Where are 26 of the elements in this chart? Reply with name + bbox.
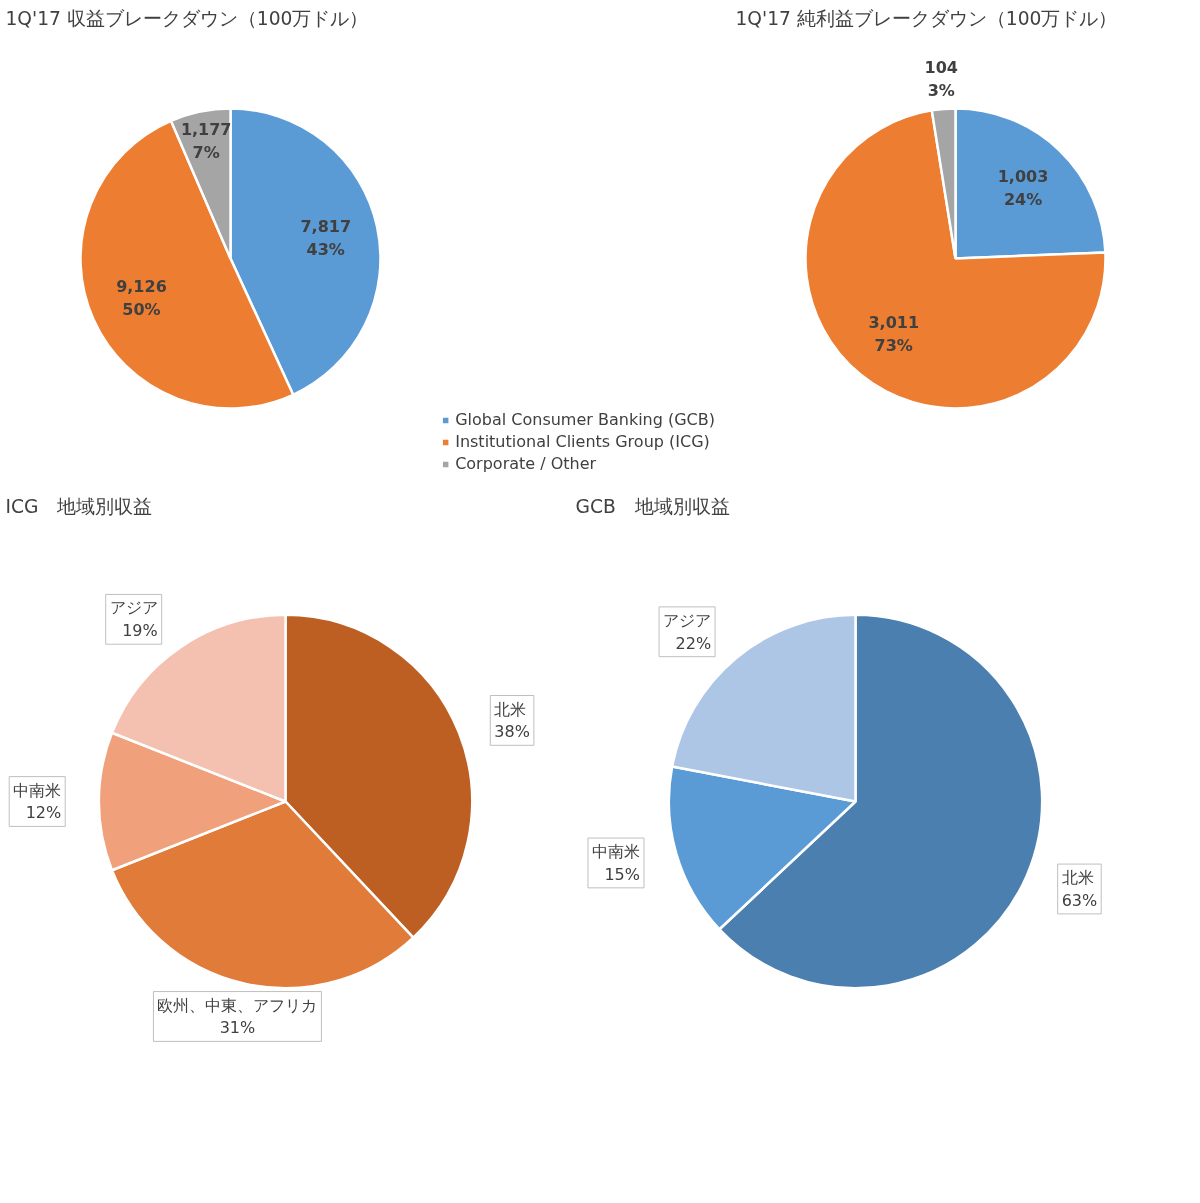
data-label: 31% xyxy=(219,1018,256,1038)
legend-label: Corporate / Other xyxy=(455,454,597,473)
legend-label: Global Consumer Banking (GCB) xyxy=(455,410,715,429)
slice-label: アジア xyxy=(109,598,158,618)
data-label: 12% xyxy=(25,803,62,823)
data-label: 104 3% xyxy=(924,58,958,100)
legend-label: Institutional Clients Group (ICG) xyxy=(455,432,710,451)
slice-label: 北米 xyxy=(1061,868,1094,888)
slice-label: アジア xyxy=(663,610,712,630)
slice-label: 北米 xyxy=(494,699,527,719)
slice-label: 欧州、中東、アフリカ xyxy=(157,995,318,1015)
data-label: 1,003 24% xyxy=(997,167,1049,210)
data-label: 9,126 50% xyxy=(116,277,167,320)
data-label: 38% xyxy=(494,722,530,742)
chart-title: 1Q'17 収益ブレークダウン（100万ドル） xyxy=(5,7,369,29)
data-label: 15% xyxy=(604,864,640,884)
data-label: 19% xyxy=(122,621,158,641)
data-label: 22% xyxy=(675,633,712,653)
data-label: 3,011 73% xyxy=(868,313,920,355)
chart-title: 1Q'17 純利益ブレークダウン（100万ドル） xyxy=(735,7,1118,29)
slice-label: 中南米 xyxy=(13,780,62,800)
chart-title: ICG 地域別収益 xyxy=(5,495,153,517)
data-label: 63% xyxy=(1061,890,1098,910)
chart-title: GCB 地域別収益 xyxy=(575,495,730,517)
slice-label: 中南米 xyxy=(591,842,640,862)
data-label: 7,817 43% xyxy=(300,216,352,259)
